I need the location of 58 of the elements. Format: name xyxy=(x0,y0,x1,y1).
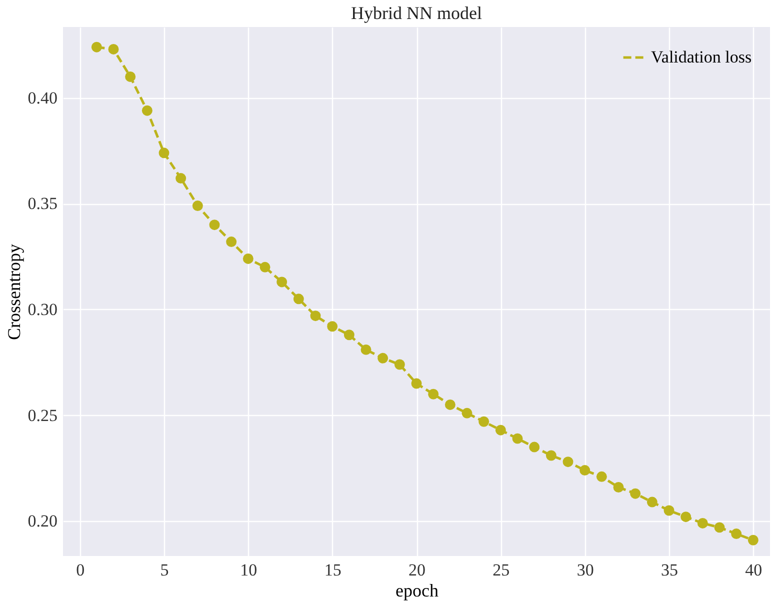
point xyxy=(360,344,372,355)
point xyxy=(697,518,708,528)
x-tick-label: 25 xyxy=(492,560,510,580)
point xyxy=(529,442,540,452)
point xyxy=(108,44,119,54)
point xyxy=(91,42,102,52)
x-tick-label: 15 xyxy=(324,560,342,580)
x-tick-label: 20 xyxy=(408,560,426,580)
point xyxy=(125,71,136,82)
y-tick-label: 0.35 xyxy=(28,194,58,214)
point xyxy=(546,450,556,461)
x-tick-label: 35 xyxy=(661,560,678,580)
point xyxy=(714,522,725,533)
y-tick-label: 0.20 xyxy=(28,512,58,531)
legend-label: Validation loss xyxy=(651,48,752,66)
point xyxy=(293,294,304,304)
point xyxy=(495,424,506,436)
point xyxy=(444,399,456,410)
point xyxy=(748,534,758,546)
point xyxy=(344,330,354,340)
point xyxy=(562,456,574,468)
x-tick-label: 0 xyxy=(76,560,85,580)
point xyxy=(260,262,270,272)
point xyxy=(192,200,203,212)
point xyxy=(596,471,607,482)
point xyxy=(512,433,523,444)
point xyxy=(394,359,405,370)
point xyxy=(276,276,288,288)
y-tick-label: 0.30 xyxy=(28,300,58,319)
x-axis-title: epoch xyxy=(396,580,438,600)
x-tick-label: 40 xyxy=(745,560,762,580)
chart-title: Hybrid NN model xyxy=(351,3,482,23)
point xyxy=(478,416,490,427)
point xyxy=(242,253,254,264)
x-tick-label: 30 xyxy=(576,560,594,580)
point xyxy=(731,528,742,540)
point xyxy=(176,173,186,184)
point xyxy=(310,310,321,322)
point xyxy=(613,482,624,492)
point xyxy=(142,105,152,116)
point xyxy=(226,236,237,248)
point xyxy=(378,352,388,364)
point xyxy=(680,512,692,522)
point xyxy=(158,148,170,158)
point xyxy=(646,496,658,508)
y-tick-label: 0.25 xyxy=(28,406,58,425)
point xyxy=(209,220,220,230)
x-tick-label: 10 xyxy=(240,560,258,580)
y-axis-title: Crossentropy xyxy=(4,244,24,340)
point xyxy=(630,488,641,499)
point xyxy=(580,465,590,476)
point xyxy=(327,321,338,332)
x-tick-label: 5 xyxy=(160,560,169,580)
y-tick-label: 0.40 xyxy=(28,88,58,108)
point xyxy=(664,505,674,516)
point xyxy=(462,408,472,418)
point xyxy=(428,388,439,400)
point xyxy=(411,378,422,389)
